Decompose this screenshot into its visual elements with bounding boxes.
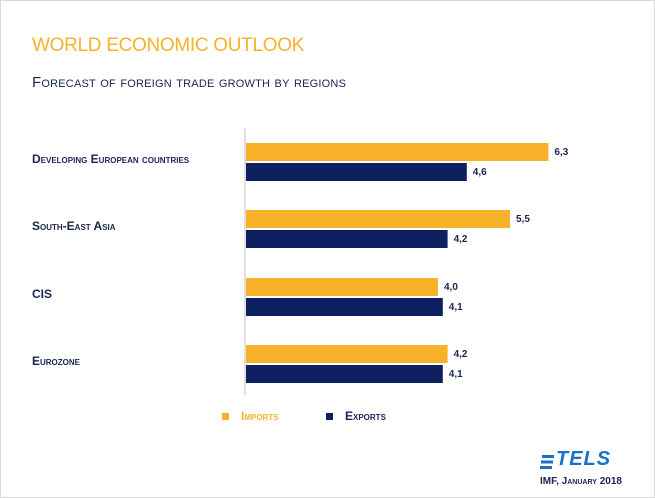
bar-exports [246,230,448,248]
bar-imports [246,143,549,161]
legend-swatch-imports [222,412,229,420]
data-label-exports: 4,6 [473,167,487,178]
legend-label-exports: Exports [345,409,386,423]
logo-icon [540,455,554,469]
bar-imports [246,210,510,228]
data-label-imports: 6,3 [554,147,568,158]
data-label-imports: 4,2 [454,349,468,360]
source-note: IMF, January 2018 [540,476,622,487]
category-label: CIS [32,287,52,301]
bar-exports [246,163,467,181]
page-title: WORLD ECONOMIC OUTLOOK [32,35,305,56]
category-label: Eurozone [32,354,81,368]
legend-item-exports: Exports [326,409,386,423]
legend-label-imports: Imports [241,409,279,423]
bar-exports [246,298,443,316]
data-label-exports: 4,2 [454,234,468,245]
data-label-imports: 5,5 [516,214,530,225]
data-label-exports: 4,1 [449,302,463,313]
category-label: Developing European countries [32,152,190,166]
brand-logo: TELS [556,448,612,470]
data-label-imports: 4,0 [444,282,458,293]
data-label-exports: 4,1 [449,369,463,380]
chart-subtitle: Forecast of foreign trade growth by regi… [32,74,347,91]
legend-swatch-exports [326,412,333,420]
bar-imports [246,345,448,363]
bar-exports [246,365,443,383]
category-label: South-East Asia [32,219,116,233]
legend-item-imports: Imports [222,409,279,423]
bar-chart: Developing European countries 6,3 4,6 South… [32,128,569,395]
bar-imports [246,278,438,296]
